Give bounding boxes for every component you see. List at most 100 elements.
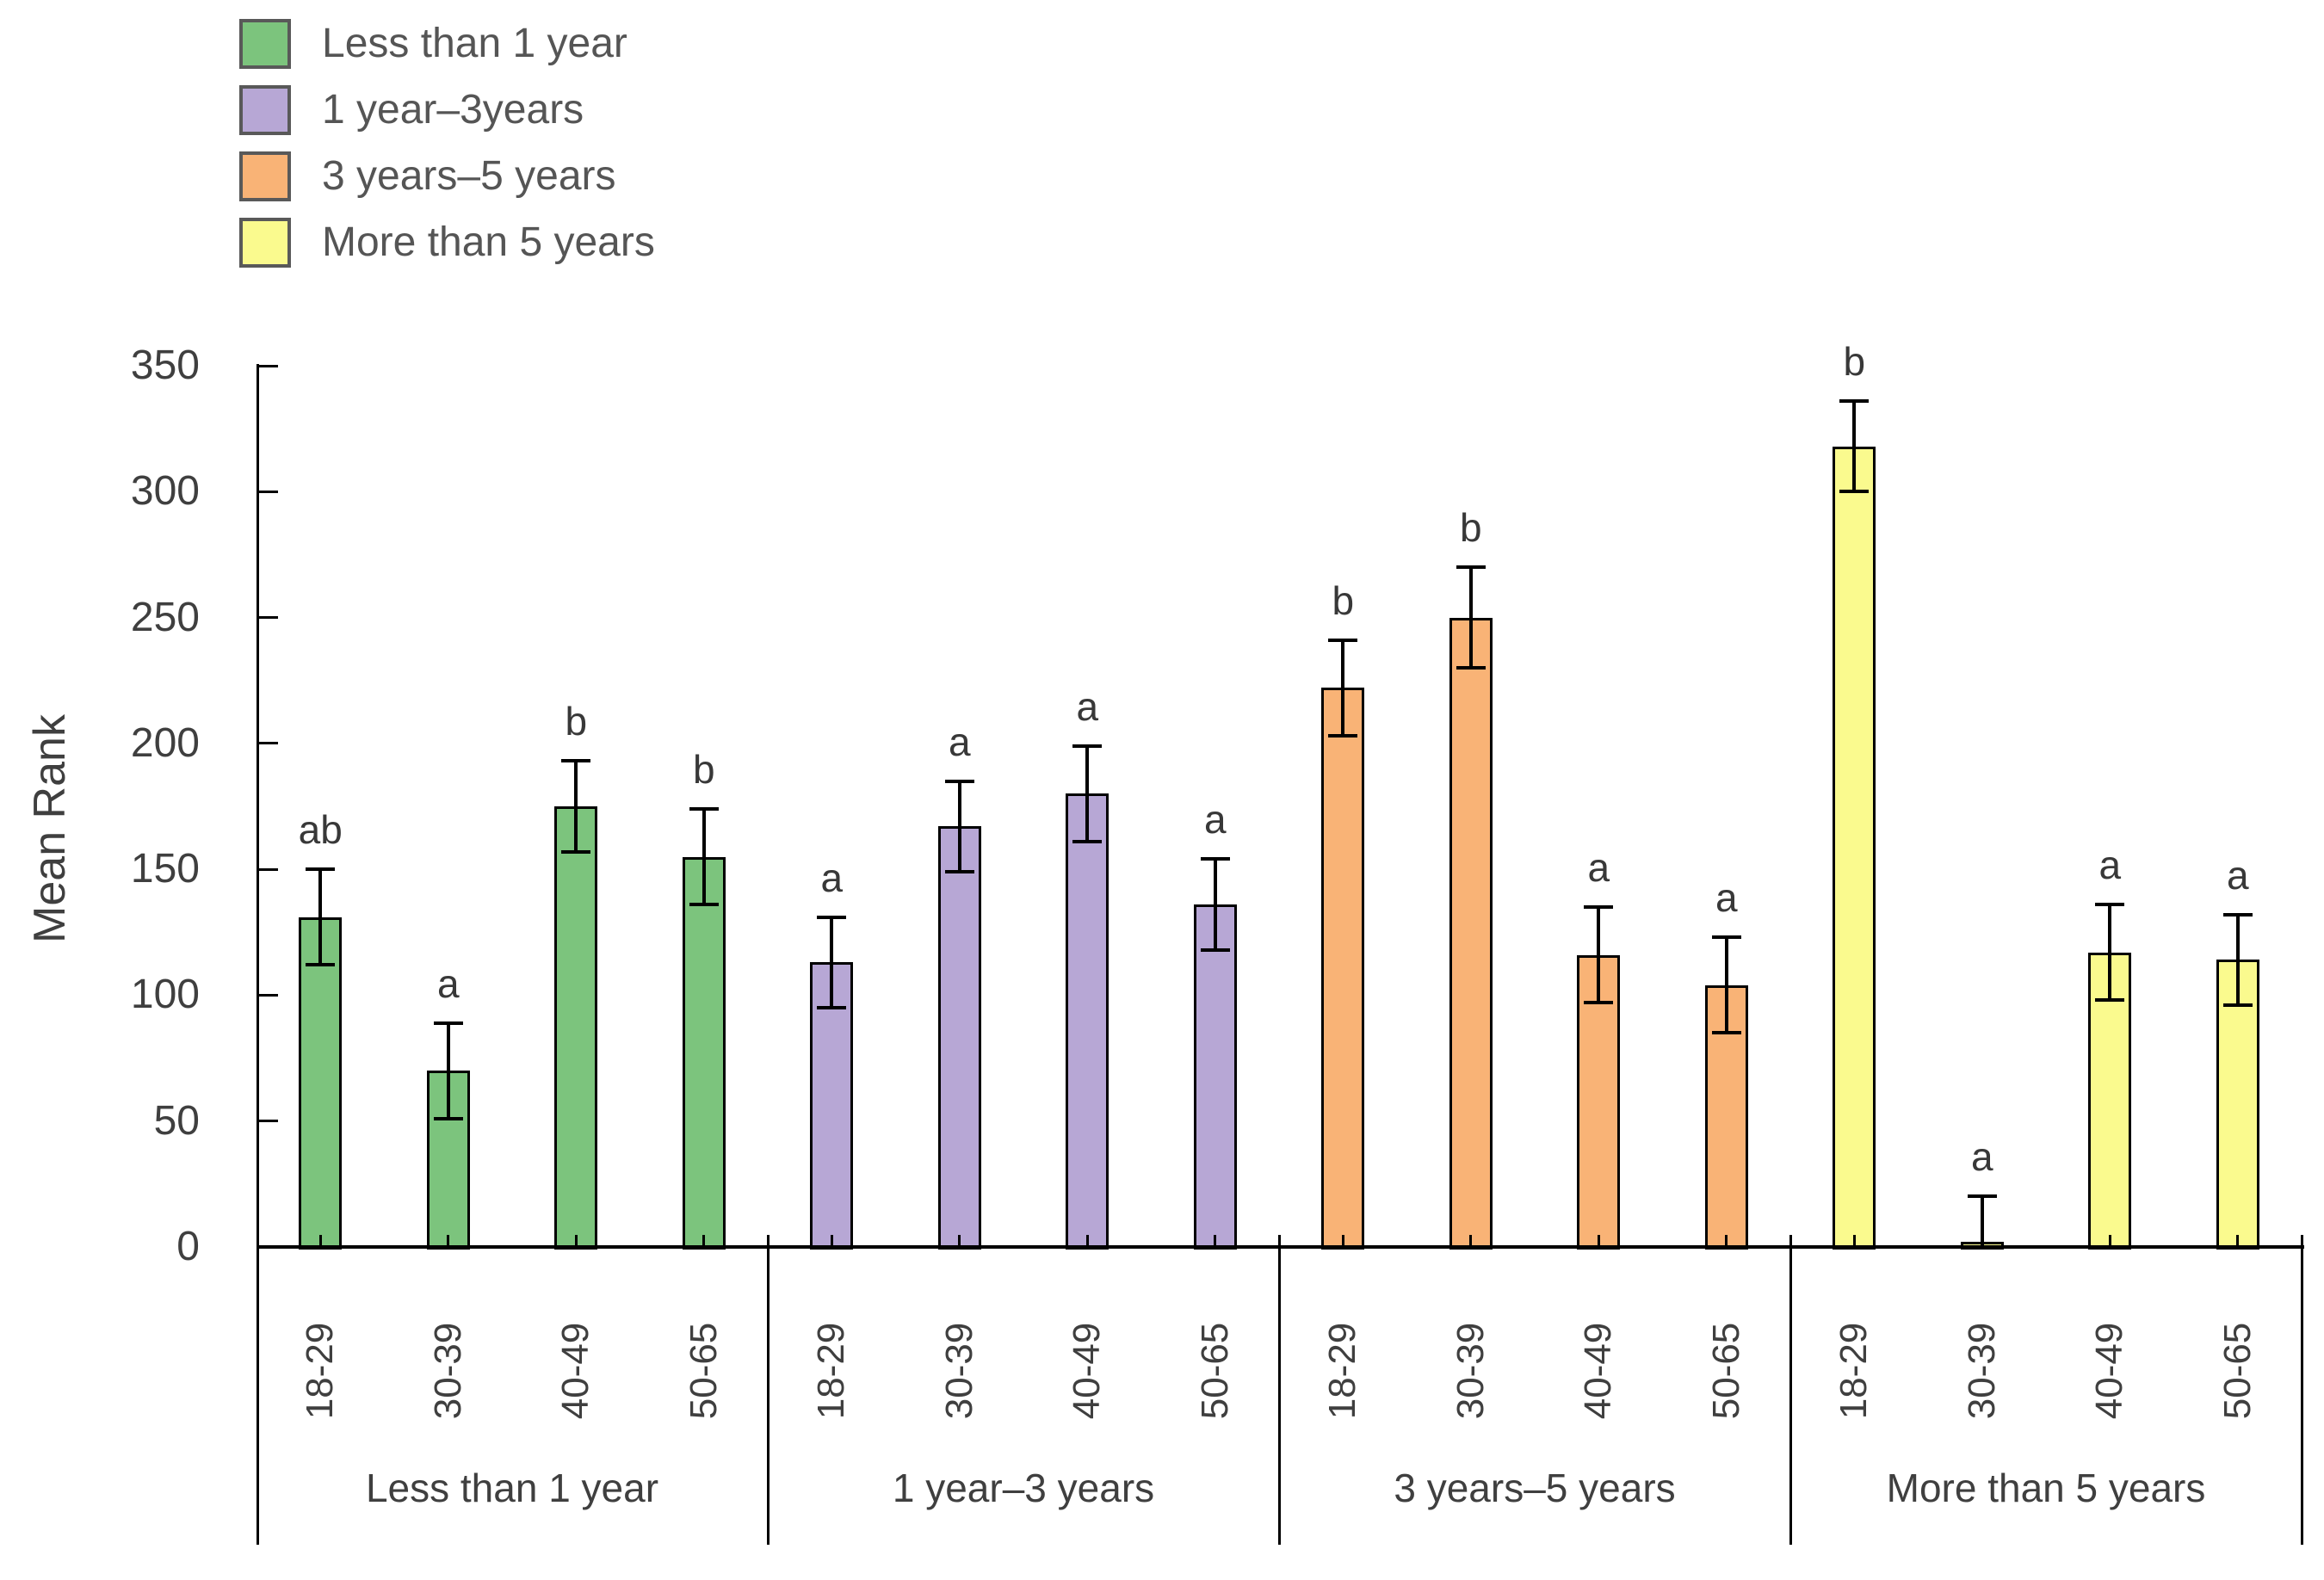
error-bar-cap-bottom [1072,839,1103,843]
error-bar-cap-top [1072,744,1103,748]
bar [554,806,598,1250]
error-bar-line [2235,914,2240,1006]
age-label: 50-65 [1193,1322,1236,1420]
error-bar-line [1852,400,1857,492]
error-bar-line [1980,1196,1984,1247]
age-label: 30-39 [426,1322,469,1420]
legend-label: 3 years–5 years [322,153,616,199]
error-bar-cap-top [1584,905,1614,910]
error-bar-line [1468,567,1473,669]
age-label: 50-65 [1704,1322,1747,1420]
y-axis-tick [259,867,278,871]
y-axis-tick [259,742,278,745]
significance-letter: a [2226,852,2249,898]
error-bar-cap-bottom [689,903,719,907]
error-bar-cap-bottom [817,1006,847,1010]
age-label: 30-39 [1449,1322,1492,1420]
error-bar-line [318,869,323,966]
error-bar-cap-top [1967,1194,1997,1199]
error-bar-cap-top [433,1021,463,1025]
error-bar-cap-top [689,806,719,811]
legend-label: Less than 1 year [322,21,627,66]
significance-letter: a [820,855,844,900]
significance-letter: a [1076,683,1099,729]
significance-letter: a [1715,875,1738,921]
error-bar-cap-top [1200,857,1230,861]
y-tick-label: 50 [153,1097,200,1144]
error-bar-cap-top [1328,638,1358,642]
bar [937,826,981,1250]
group-label: 3 years–5 years [1394,1466,1676,1510]
significance-letter: a [436,960,460,1006]
significance-letter: ab [298,807,343,853]
error-bar-cap-top [944,779,974,783]
error-bar-cap-bottom [1839,490,1870,494]
legend-label: 1 year–3years [322,87,584,133]
age-label: 40-49 [1066,1322,1109,1420]
x-axis-line [257,1245,2304,1249]
error-bar-cap-bottom [561,849,591,854]
significance-letter: a [1587,845,1610,891]
legend-swatch-icon [239,151,291,201]
group-divider [766,1235,770,1545]
bar-base-tick [1597,1235,1600,1247]
bar-base-tick [958,1235,961,1247]
legend-item-3-5-years: 3 years–5 years [239,151,655,201]
error-bar-line [957,781,961,873]
error-bar-cap-bottom [944,870,974,874]
bar [2216,960,2259,1250]
age-label: 40-49 [2088,1322,2131,1420]
bar-base-tick [1725,1235,1728,1247]
bar [810,962,854,1250]
bar [1833,446,1876,1250]
error-bar-line [1213,859,1217,950]
error-bar-cap-top [1456,565,1486,570]
bar-base-tick [1469,1235,1473,1247]
bar-base-tick [318,1235,322,1247]
error-bar-cap-bottom [1711,1031,1741,1035]
bar [1321,688,1365,1250]
legend-item-less-than-1-year: Less than 1 year [239,19,655,69]
significance-letter: b [692,746,715,792]
bar-base-tick [447,1235,450,1247]
error-bar-line [1085,745,1090,842]
error-bar-cap-top [1711,935,1741,940]
error-bar-cap-top [2222,912,2253,917]
legend-swatch-icon [239,85,291,135]
legend-swatch-icon [239,19,291,69]
significance-letter: a [2098,842,2122,888]
legend-swatch-icon [239,218,291,268]
y-axis-tick [259,364,278,367]
group-divider [2300,1235,2303,1545]
bar [1449,617,1493,1250]
error-bar-cap-bottom [1456,666,1486,670]
significance-letter: a [948,719,971,764]
bar-base-tick [1214,1235,1217,1247]
legend: Less than 1 year 1 year–3years 3 years–5… [239,19,655,284]
error-bar-cap-bottom [433,1116,463,1120]
y-axis-tick [259,1120,278,1123]
y-tick-label: 150 [130,846,200,892]
y-tick-label: 200 [130,719,200,766]
significance-letter: a [1970,1134,1993,1180]
error-bar-line [2108,904,2112,1001]
error-bar-line [1341,639,1345,737]
y-axis-tick [259,616,278,620]
group-divider [1789,1235,1792,1545]
error-bar-line [830,917,834,1009]
error-bar-cap-bottom [1328,734,1358,738]
y-tick-label: 350 [130,343,200,388]
significance-letter: b [1843,338,1866,384]
error-bar-cap-bottom [1584,1001,1614,1005]
bar-base-tick [1341,1235,1344,1247]
error-bar-cap-top [561,759,591,763]
age-label: 18-29 [299,1322,342,1420]
bar-base-tick [1085,1235,1089,1247]
bar-base-tick [2108,1235,2111,1247]
error-bar-cap-bottom [1200,947,1230,952]
bar-base-tick [574,1235,578,1247]
legend-item-more-than-5-years: More than 5 years [239,218,655,268]
y-tick-label: 100 [130,972,200,1018]
error-bar-cap-bottom [2222,1003,2253,1008]
